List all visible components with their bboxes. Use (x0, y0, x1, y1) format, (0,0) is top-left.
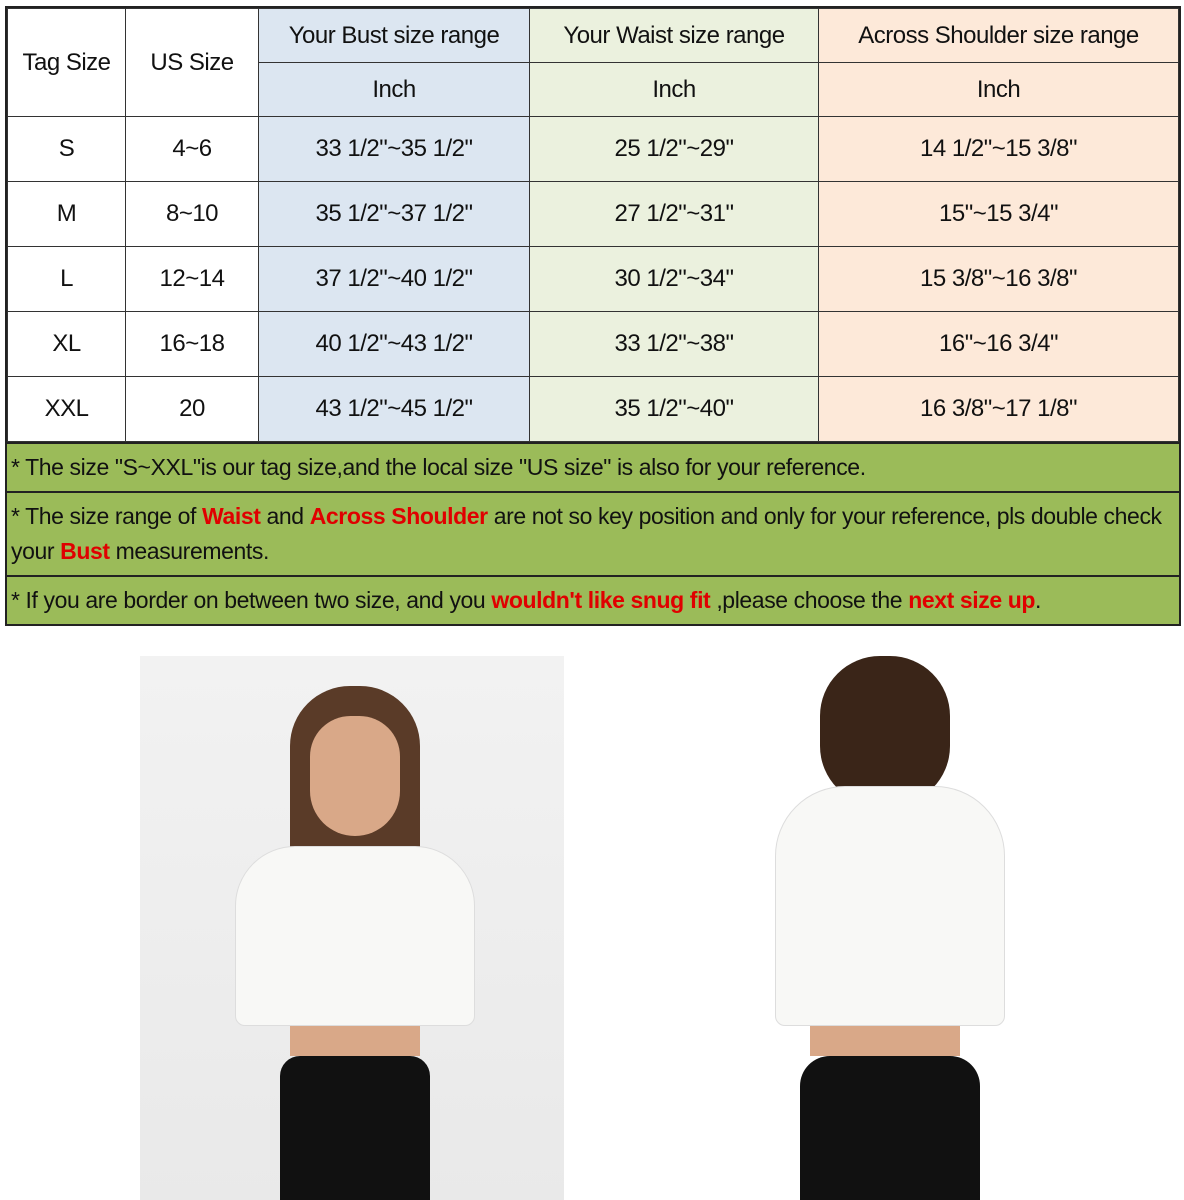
table-row: L 12~14 37 1/2"~40 1/2" 30 1/2"~34" 15 3/8"~… (7, 246, 1179, 312)
cell-shoulder: 15"~15 3/4" (818, 181, 1179, 247)
cell-bust: 40 1/2"~43 1/2" (258, 311, 530, 377)
note-2: * The size range of Waist and Across Sho… (7, 491, 1179, 575)
size-chart: Tag Size US Size Your Bust size range Yo… (5, 6, 1181, 626)
table-row: M 8~10 35 1/2"~37 1/2" 27 1/2"~31" 15"~15 3/… (7, 181, 1179, 247)
cell-waist: 30 1/2"~34" (529, 246, 819, 312)
note-text: . (1035, 587, 1042, 613)
unit-shoulder: Inch (818, 62, 1179, 117)
note-highlight: next size up (908, 587, 1036, 613)
unit-row: Inch Inch Inch (8, 62, 1179, 117)
note-3: * If you are border on between two size,… (7, 575, 1179, 624)
cell-us: 8~10 (125, 181, 259, 247)
note-highlight: Waist (202, 503, 261, 529)
cell-us: 12~14 (125, 246, 259, 312)
cell-shoulder: 16"~16 3/4" (818, 311, 1179, 377)
cell-tag: M (7, 181, 126, 247)
header-bust: Your Bust size range (258, 8, 530, 63)
size-table: Tag Size US Size Your Bust size range Yo… (7, 8, 1179, 442)
header-shoulder: Across Shoulder size range (818, 8, 1179, 63)
cell-bust: 35 1/2"~37 1/2" (258, 181, 530, 247)
cell-shoulder: 15 3/8"~16 3/8" (818, 246, 1179, 312)
unit-bust: Inch (258, 62, 530, 117)
cell-waist: 27 1/2"~31" (529, 181, 819, 247)
cell-bust: 33 1/2"~35 1/2" (258, 116, 530, 182)
cell-us: 16~18 (125, 311, 259, 377)
model-back-photo (600, 656, 1160, 1200)
table-row: S 4~6 33 1/2"~35 1/2" 25 1/2"~29" 14 1/2"~15… (7, 116, 1179, 182)
cell-shoulder: 16 3/8"~17 1/8" (818, 376, 1179, 442)
table-row: XXL 20 43 1/2"~45 1/2" 35 1/2"~40" 16 3/8"~1… (7, 376, 1179, 442)
unit-waist: Inch (529, 62, 819, 117)
header-tag-size: Tag Size (7, 8, 126, 117)
note-text: * The size range of (11, 503, 203, 529)
note-highlight: wouldn't like snug fit (491, 587, 711, 613)
cell-tag: XL (7, 311, 126, 377)
header-waist: Your Waist size range (529, 8, 819, 63)
header-us-size: US Size (125, 8, 259, 117)
cell-tag: S (7, 116, 126, 182)
header-row: Tag Size US Size Your Bust size range Yo… (7, 8, 1179, 117)
model-front-photo (140, 656, 564, 1200)
note-highlight: Bust (60, 538, 110, 564)
cell-waist: 35 1/2"~40" (529, 376, 819, 442)
table-row: XL 16~18 40 1/2"~43 1/2" 33 1/2"~38" 16"~16 … (7, 311, 1179, 377)
cell-us: 20 (125, 376, 259, 442)
cell-waist: 33 1/2"~38" (529, 311, 819, 377)
cell-tag: L (7, 246, 126, 312)
note-text: * If you are border on between two size,… (11, 587, 492, 613)
note-text: are not so key position and only for you… (11, 503, 1162, 564)
cell-tag: XXL (7, 376, 126, 442)
note-1: * The size "S~XXL"is our tag size,and th… (7, 442, 1179, 491)
cell-us: 4~6 (125, 116, 259, 182)
cell-bust: 43 1/2"~45 1/2" (258, 376, 530, 442)
cell-shoulder: 14 1/2"~15 3/8" (818, 116, 1179, 182)
cell-waist: 25 1/2"~29" (529, 116, 819, 182)
cell-bust: 37 1/2"~40 1/2" (258, 246, 530, 312)
note-text: measurements. (109, 538, 270, 564)
note-highlight: Across Shoulder (309, 503, 488, 529)
note-text: ,please choose the (710, 587, 909, 613)
note-text: and (260, 503, 310, 529)
